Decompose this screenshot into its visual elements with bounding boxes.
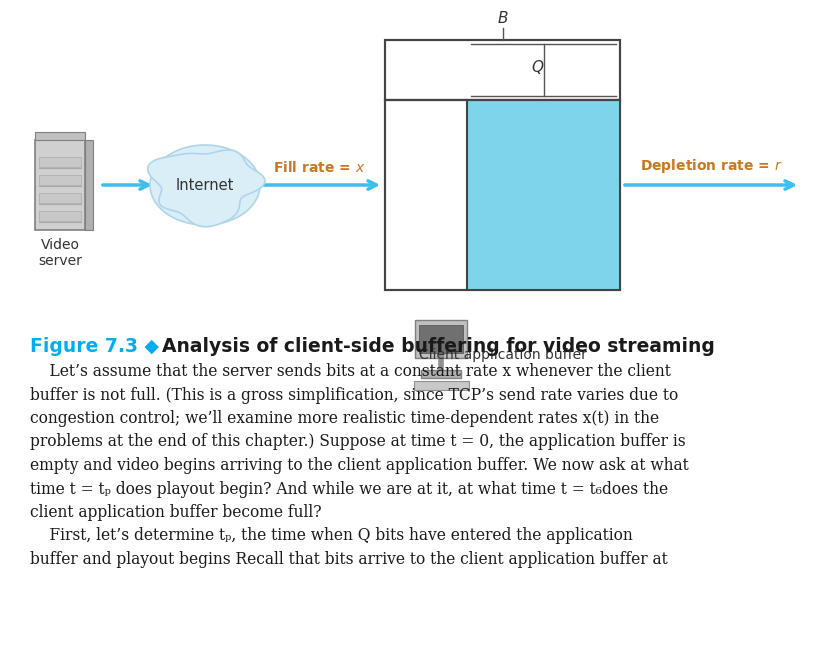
Text: buffer is not full. (This is a gross simplification, since TCP’s send rate varie: buffer is not full. (This is a gross sim…	[30, 386, 678, 404]
Bar	[421, 370, 461, 378]
Text: Depletion rate = $r$: Depletion rate = $r$	[640, 157, 782, 175]
Text: Figure 7.3 ◆: Figure 7.3 ◆	[30, 337, 165, 356]
Text: Analysis of client-side buffering for video streaming: Analysis of client-side buffering for vi…	[162, 337, 715, 356]
Text: Video
server: Video server	[38, 238, 82, 268]
Bar	[85, 140, 93, 230]
Polygon shape	[148, 150, 265, 227]
Bar	[385, 40, 620, 100]
Text: Fill rate = $x$: Fill rate = $x$	[273, 160, 365, 175]
Bar	[385, 40, 620, 100]
Text: buffer and playout begins Recall that bits arrive to the client application buff: buffer and playout begins Recall that bi…	[30, 551, 668, 568]
Bar	[413, 381, 468, 390]
Bar	[385, 100, 620, 290]
Text: problems at the end of this chapter.) Suppose at time t = 0, the application buf: problems at the end of this chapter.) Su…	[30, 434, 686, 450]
Text: $Q$: $Q$	[531, 58, 544, 76]
Text: Internet: Internet	[176, 178, 234, 192]
Bar	[419, 325, 463, 353]
Bar	[39, 175, 81, 185]
Bar	[39, 157, 81, 167]
Bar	[35, 140, 85, 230]
Bar	[385, 100, 620, 290]
Text: congestion control; we’ll examine more realistic time-dependent rates x(t) in th: congestion control; we’ll examine more r…	[30, 410, 659, 427]
Bar	[468, 100, 620, 290]
Text: Let’s assume that the server sends bits at a constant rate x whenever the client: Let’s assume that the server sends bits …	[30, 363, 671, 380]
Text: Client application buffer: Client application buffer	[418, 348, 586, 362]
Text: empty and video begins arriving to the client application buffer. We now ask at : empty and video begins arriving to the c…	[30, 457, 689, 474]
Bar	[415, 320, 467, 358]
Text: client application buffer become full?: client application buffer become full?	[30, 504, 321, 521]
Text: time t = tₚ does playout begin? And while we are at it, at what time t = t₆does : time t = tₚ does playout begin? And whil…	[30, 481, 668, 497]
Bar	[39, 193, 81, 203]
Bar	[39, 211, 81, 221]
Text: First, let’s determine tₚ, the time when Q bits have entered the application: First, let’s determine tₚ, the time when…	[30, 527, 633, 545]
Bar	[35, 132, 85, 140]
Text: $B$: $B$	[497, 10, 509, 26]
Ellipse shape	[150, 145, 260, 225]
